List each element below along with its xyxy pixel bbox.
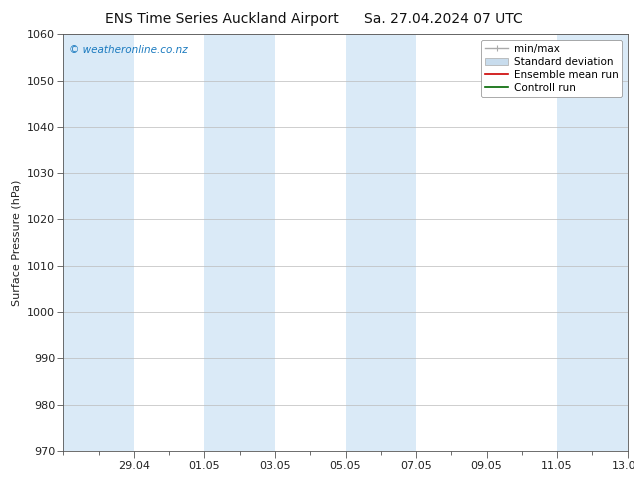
Text: © weatheronline.co.nz: © weatheronline.co.nz xyxy=(69,45,188,55)
Bar xyxy=(346,34,416,451)
Legend: min/max, Standard deviation, Ensemble mean run, Controll run: min/max, Standard deviation, Ensemble me… xyxy=(481,40,623,97)
Y-axis label: Surface Pressure (hPa): Surface Pressure (hPa) xyxy=(11,179,22,306)
Bar xyxy=(557,34,628,451)
Bar xyxy=(63,34,134,451)
Text: Sa. 27.04.2024 07 UTC: Sa. 27.04.2024 07 UTC xyxy=(365,12,523,26)
Text: ENS Time Series Auckland Airport: ENS Time Series Auckland Airport xyxy=(105,12,339,26)
Bar xyxy=(204,34,275,451)
